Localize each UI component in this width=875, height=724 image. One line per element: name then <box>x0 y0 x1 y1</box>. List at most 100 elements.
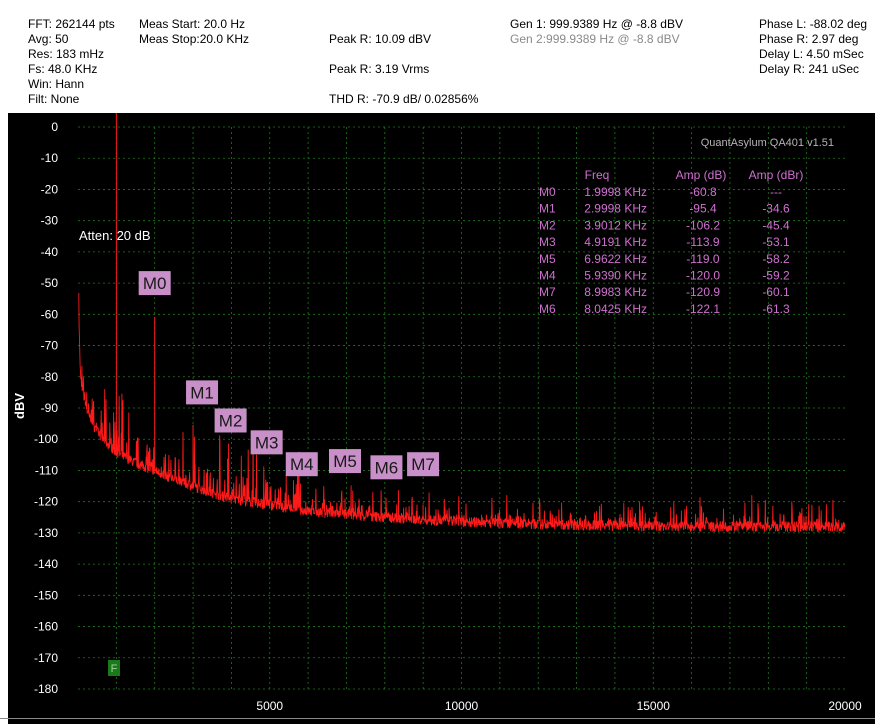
table-amp-cell: -122.1 <box>686 302 720 316</box>
marker-box <box>214 408 247 433</box>
table-marker-cell: M7 <box>539 285 556 299</box>
marker-box <box>138 271 171 296</box>
marker-label: M1 <box>190 383 214 402</box>
y-tick-label: -30 <box>41 214 59 228</box>
table-ampr-cell: -61.3 <box>762 302 790 316</box>
table-header: Freq <box>585 168 610 182</box>
y-tick-label: -20 <box>41 182 59 196</box>
y-tick-label: -100 <box>34 432 58 446</box>
version-label: QuantAsylum QA401 v1.51 <box>701 137 834 149</box>
x-tick-label: 15000 <box>637 699 671 713</box>
window-readout: Win: Hann <box>28 77 85 91</box>
marker-box <box>329 449 362 474</box>
x-tick-label: 10000 <box>445 699 479 713</box>
marker-label: M4 <box>290 455 314 474</box>
table-ampr-cell: -34.6 <box>762 202 790 216</box>
y-tick-label: -130 <box>34 526 58 540</box>
table-freq-cell: 6.9622 KHz <box>584 252 647 266</box>
y-tick-label: -110 <box>35 463 58 477</box>
peak-r-vrms-readout: Peak R: 3.19 Vrms <box>329 62 430 76</box>
y-tick-label: -60 <box>41 307 59 321</box>
table-header: Amp (dBr) <box>749 168 804 182</box>
marker-labels: M0 M1 M2 M3 M5 M4 M7 M6 <box>138 271 440 480</box>
axes: 0 -10 -20 -30 -40 -50 -60 -70 -80 -90 -100 -110 -120… <box>34 120 862 713</box>
spectrum-chart: 0 -10 -20 -30 -40 -50 -60 -70 -80 -90 -100 -110 -120… <box>12 113 862 713</box>
marker-label: M7 <box>411 455 435 474</box>
meas-start-readout: Meas Start: 20.0 Hz <box>139 17 246 31</box>
y-tick-label: -70 <box>41 339 59 353</box>
delay-l-readout: Delay L: 4.50 mSec <box>759 47 864 61</box>
fft-size-readout: FFT: 262144 pts <box>28 17 115 31</box>
table-header: Amp (dB) <box>676 168 727 182</box>
table-ampr-cell: -45.4 <box>762 218 790 232</box>
average-readout: Avg: 50 <box>28 32 69 46</box>
f-indicator-box <box>108 660 120 676</box>
table-freq-cell: 2.9998 KHz <box>584 202 647 216</box>
phase-l-readout: Phase L: -88.02 deg <box>759 17 868 31</box>
table-marker-cell: M1 <box>539 202 556 216</box>
marker-box <box>285 452 318 477</box>
y-tick-label: -90 <box>41 401 59 415</box>
y-tick-label: -80 <box>41 370 59 384</box>
table-freq-cell: 3.9012 KHz <box>584 218 647 232</box>
table-marker-cell: M6 <box>539 302 556 316</box>
y-tick-label: -140 <box>34 557 58 571</box>
table-freq-cell: 8.0425 KHz <box>584 302 647 316</box>
y-tick-label: -180 <box>34 682 58 696</box>
filter-readout: Filt: None <box>28 92 80 106</box>
thd-r-readout: THD R: -70.9 dB/ 0.02856% <box>329 92 479 106</box>
table-ampr-cell: --- <box>770 185 782 199</box>
table-marker-cell: M3 <box>539 235 556 249</box>
marker-box <box>186 380 219 405</box>
sample-rate-readout: Fs: 48.0 KHz <box>28 62 98 76</box>
table-ampr-cell: -53.1 <box>762 235 790 249</box>
table-marker-cell: M5 <box>539 252 556 266</box>
marker-label: M3 <box>255 433 279 452</box>
table-marker-cell: M4 <box>539 269 556 283</box>
y-tick-label: -170 <box>34 651 58 665</box>
table-amp-cell: -120.9 <box>686 285 720 299</box>
table-marker-cell: M2 <box>539 218 556 232</box>
table-amp-cell: -60.8 <box>689 185 717 199</box>
y-tick-label: -120 <box>34 495 58 509</box>
marker-label: M6 <box>375 458 399 477</box>
resolution-readout: Res: 183 mHz <box>28 47 105 61</box>
table-amp-cell: -119.0 <box>686 252 719 266</box>
peak-r-dbv-readout: Peak R: 10.09 dBV <box>329 32 432 46</box>
y-tick-label: -160 <box>34 620 58 634</box>
y-tick-label: 0 <box>51 120 58 134</box>
marker-box <box>250 430 283 455</box>
table-freq-cell: 5.9390 KHz <box>584 269 647 283</box>
table-ampr-cell: -58.2 <box>762 252 790 266</box>
generator-1-readout: Gen 1: 999.9389 Hz @ -8.8 dBV <box>510 17 683 31</box>
trace-line <box>78 292 846 533</box>
table-ampr-cell: -60.1 <box>762 285 790 299</box>
marker-table: Freq Amp (dB) Amp (dBr) M0 1.9998 KHz -60.8 --… <box>539 168 803 316</box>
y-tick-label: -10 <box>41 151 59 165</box>
spectrum-panel: 0 -10 -20 -30 -40 -50 -60 -70 -80 -90 -100 -110 -120… <box>8 113 875 724</box>
marker-label: M2 <box>219 411 243 430</box>
delay-r-readout: Delay R: 241 uSec <box>759 62 860 76</box>
x-tick-label: 20000 <box>828 699 862 713</box>
table-amp-cell: -113.9 <box>686 235 719 249</box>
meas-stop-readout: Meas Stop:20.0 KHz <box>139 32 250 46</box>
y-tick-label: -50 <box>41 276 59 290</box>
marker-box <box>407 452 440 477</box>
table-amp-cell: -106.2 <box>686 218 720 232</box>
y-tick-label: -150 <box>34 588 58 602</box>
table-amp-cell: -120.0 <box>686 269 720 283</box>
attenuation-label: Atten: 20 dB <box>79 228 151 243</box>
grid <box>78 126 845 690</box>
table-ampr-cell: -59.2 <box>762 269 790 283</box>
table-amp-cell: -95.4 <box>689 202 717 216</box>
f-indicator-label: F <box>111 663 118 675</box>
table-marker-cell: M0 <box>539 185 556 199</box>
table-freq-cell: 4.9191 KHz <box>584 235 647 249</box>
table-freq-cell: 1.9998 KHz <box>584 185 647 199</box>
phase-r-readout: Phase R: 2.97 deg <box>759 32 859 46</box>
marker-label: M0 <box>143 274 167 293</box>
marker-box <box>370 455 403 480</box>
spectrum-trace <box>78 113 846 533</box>
bottom-divider <box>0 718 875 719</box>
y-axis-label: dBV <box>12 393 27 419</box>
